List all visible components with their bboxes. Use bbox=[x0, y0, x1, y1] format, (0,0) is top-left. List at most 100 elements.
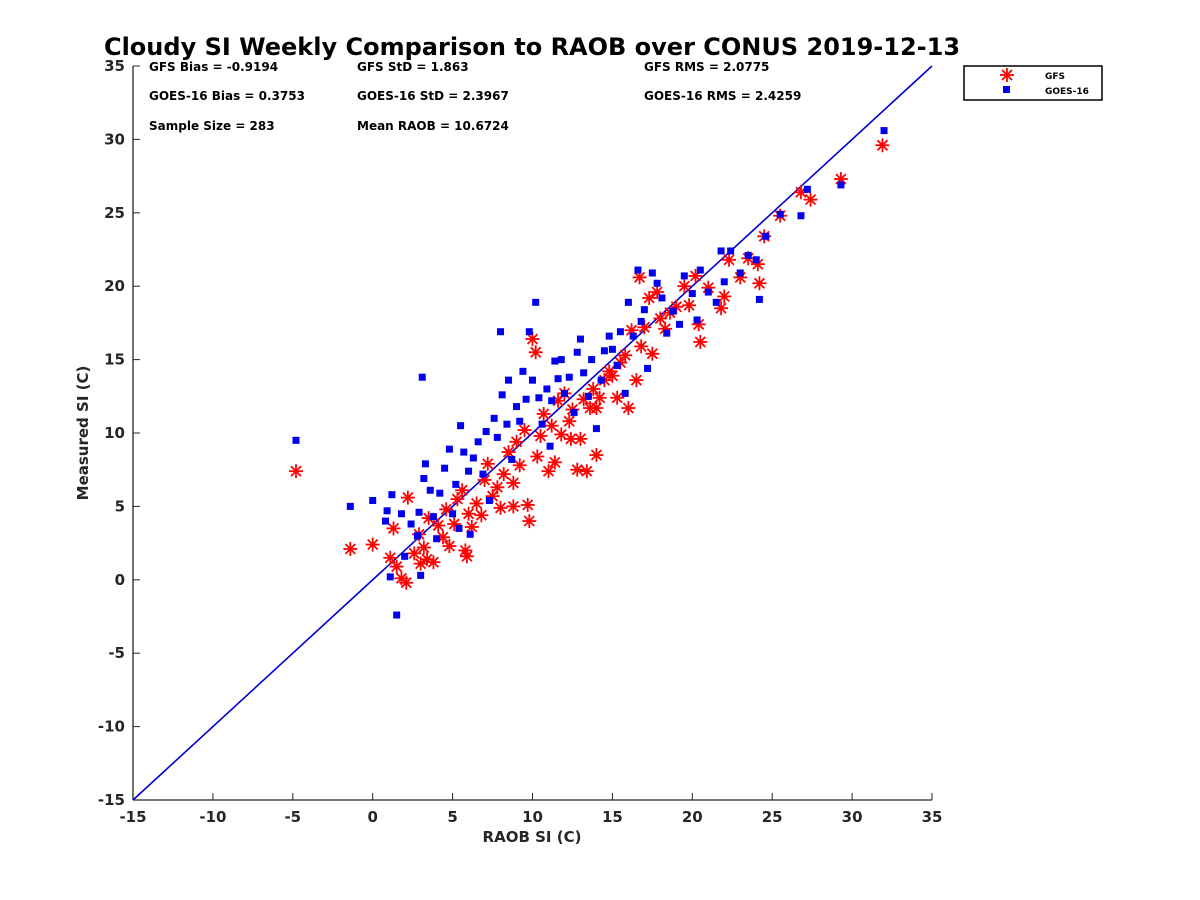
goes-point bbox=[776, 210, 784, 218]
goes-point bbox=[570, 408, 578, 416]
goes-point bbox=[503, 420, 511, 428]
y-tick-label: 35 bbox=[104, 57, 125, 75]
goes-point bbox=[621, 389, 629, 397]
goes-point bbox=[452, 480, 460, 488]
goes-point bbox=[469, 454, 477, 462]
gfs-point bbox=[589, 448, 604, 463]
gfs-point bbox=[439, 502, 454, 517]
y-tick-label: 25 bbox=[104, 204, 125, 222]
gfs-point bbox=[605, 368, 620, 383]
gfs-point bbox=[399, 575, 414, 590]
y-tick-label: 0 bbox=[115, 571, 125, 589]
goes-point bbox=[413, 532, 421, 540]
gfs-point bbox=[629, 373, 644, 388]
goes-point bbox=[600, 347, 608, 355]
gfs-point bbox=[288, 464, 303, 479]
gfs-point bbox=[533, 428, 548, 443]
stat-goes-rms: GOES-16 RMS = 2.4259 bbox=[644, 89, 801, 103]
goes-point bbox=[418, 373, 426, 381]
goes-point bbox=[393, 611, 401, 619]
gfs-point bbox=[544, 418, 559, 433]
gfs-point bbox=[461, 506, 476, 521]
y-tick-label: 15 bbox=[104, 351, 125, 369]
goes-point bbox=[837, 181, 845, 189]
gfs-point bbox=[562, 414, 577, 429]
legend-box bbox=[963, 65, 1103, 101]
gfs-point bbox=[541, 464, 556, 479]
goes-point bbox=[460, 448, 468, 456]
gfs-point bbox=[589, 401, 604, 416]
goes-point bbox=[383, 507, 391, 515]
gfs-point bbox=[442, 539, 457, 554]
goes-point bbox=[497, 328, 505, 336]
goes-point bbox=[505, 376, 513, 384]
goes-point bbox=[415, 508, 423, 516]
goes-point bbox=[407, 520, 415, 528]
goes-point bbox=[493, 433, 501, 441]
gfs-point bbox=[682, 298, 697, 313]
goes-point bbox=[653, 279, 661, 287]
goes-point bbox=[513, 403, 521, 411]
x-tick-label: 10 bbox=[522, 808, 543, 826]
goes-point bbox=[644, 364, 652, 372]
gfs-point bbox=[653, 311, 668, 326]
gfs-point bbox=[579, 464, 594, 479]
goes-point bbox=[580, 369, 588, 377]
goes-point bbox=[482, 428, 490, 436]
gfs-point bbox=[509, 434, 524, 449]
goes-point bbox=[397, 510, 405, 518]
stat-gfs-bias: GFS Bias = -0.9194 bbox=[149, 60, 278, 74]
goes-point bbox=[369, 497, 377, 505]
goes-point bbox=[634, 266, 642, 274]
y-tick-label: -10 bbox=[98, 718, 125, 736]
goes-point bbox=[529, 376, 536, 384]
x-tick-label: -5 bbox=[284, 808, 301, 826]
axes: -15 -10 -5 0 5 10 15 20 25 30 35 -15 -10 -5 0 5 10 15 20 25… bbox=[98, 57, 943, 826]
one-to-one-line bbox=[132, 65, 933, 801]
gfs-point bbox=[416, 540, 431, 555]
goes-point bbox=[546, 442, 554, 450]
gfs-point bbox=[490, 480, 505, 495]
gfs-point bbox=[522, 514, 537, 529]
gfs-point bbox=[645, 346, 660, 361]
goes-point bbox=[616, 328, 624, 336]
goes-point bbox=[551, 357, 559, 365]
goes-point bbox=[386, 573, 394, 581]
goes-point bbox=[449, 510, 457, 518]
gfs-point bbox=[520, 497, 535, 512]
legend-goes-marker bbox=[1003, 86, 1010, 93]
gfs-point bbox=[512, 458, 527, 473]
goes-point bbox=[538, 420, 546, 428]
goes-point bbox=[584, 392, 592, 400]
goes-point bbox=[803, 185, 811, 193]
stat-goes-bias: GOES-16 Bias = 0.3753 bbox=[149, 89, 305, 103]
y-tick-label: -5 bbox=[108, 644, 125, 662]
goes-point bbox=[457, 422, 465, 430]
goes-point bbox=[485, 497, 493, 505]
goes-point bbox=[401, 552, 409, 560]
x-axis-label: RAOB SI (C) bbox=[483, 828, 582, 846]
goes-point bbox=[597, 376, 605, 384]
goes-point bbox=[573, 348, 581, 356]
goes-point bbox=[704, 288, 712, 296]
gfs-point bbox=[459, 549, 474, 564]
goes-point bbox=[381, 517, 389, 525]
gfs-point bbox=[530, 449, 545, 464]
goes-point bbox=[648, 269, 656, 277]
goes-point bbox=[465, 467, 473, 475]
x-tick-label: 0 bbox=[367, 808, 377, 826]
gfs-point bbox=[480, 456, 495, 471]
gfs-point bbox=[343, 541, 358, 556]
goes-point bbox=[605, 332, 613, 340]
goes-point bbox=[292, 436, 300, 444]
goes-point bbox=[720, 278, 728, 286]
goes-point bbox=[669, 307, 677, 315]
stat-sample-size: Sample Size = 283 bbox=[149, 119, 275, 133]
goes-point bbox=[880, 127, 888, 135]
goes-point bbox=[762, 232, 770, 240]
gfs-point bbox=[722, 252, 737, 267]
legend-gfs-label: GFS bbox=[1045, 72, 1065, 82]
goes-point bbox=[548, 397, 556, 405]
goes-point bbox=[508, 455, 516, 463]
stat-gfs-std: GFS StD = 1.863 bbox=[357, 60, 469, 74]
